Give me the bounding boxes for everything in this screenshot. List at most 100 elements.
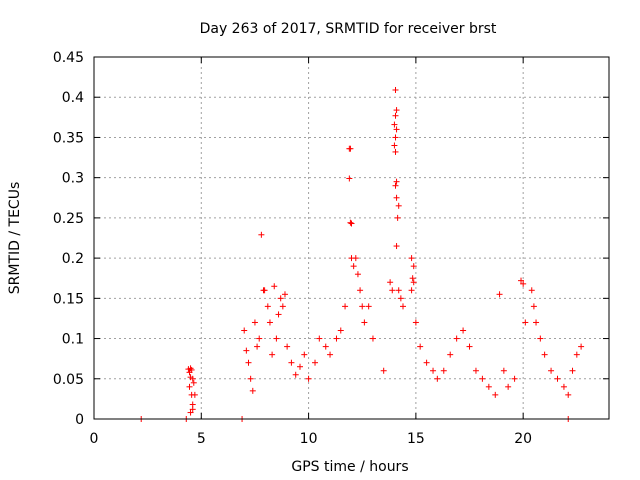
data-point [389,287,396,294]
axis-ticks [93,56,609,420]
data-point [275,311,282,318]
data-point [312,359,319,366]
data-point [277,295,284,302]
data-point [520,280,527,287]
data-point [251,319,258,326]
y-tick-label: 0.4 [62,90,84,106]
y-tick-label: 0.25 [53,211,84,227]
data-point [393,243,400,250]
x-tick-labels: 0 5 10 15 20 [90,431,533,447]
data-point [322,343,329,350]
data-point [565,391,572,398]
data-point [460,327,467,334]
data-point [417,343,424,350]
data-point [391,142,398,149]
data-point [560,383,567,390]
data-point [361,319,368,326]
data-point [279,303,286,310]
chart-title: Day 263 of 2017, SRMTID for receiver brs… [200,21,497,37]
data-point [554,375,561,382]
data-point [187,374,194,381]
data-point [254,343,261,350]
data-point [533,319,540,326]
data-point [347,219,354,226]
y-tick-label: 0.2 [62,251,84,267]
y-tick-label: 0 [75,412,84,428]
data-point [397,295,404,302]
x-tick-label: 15 [407,431,425,447]
x-tick-label: 5 [197,431,206,447]
data-point [187,409,194,416]
data-point [186,383,193,390]
data-point [394,214,401,221]
data-point [245,359,252,366]
data-point [292,371,299,378]
data-point [264,303,271,310]
data-point [573,351,580,358]
data-point [243,347,250,354]
data-point [350,263,357,270]
data-point [247,375,254,382]
data-point [188,391,195,398]
data-point [342,303,349,310]
data-point [357,287,364,294]
data-point [472,367,479,374]
data-point [392,148,399,155]
data-point [392,134,399,141]
data-point [189,406,196,413]
data-point [346,175,353,182]
data-point [578,343,585,350]
data-point [241,327,248,334]
data-point [348,220,355,227]
data-point [408,255,415,262]
data-point [393,126,400,133]
data-point [369,335,376,342]
data-point [359,303,366,310]
data-point [496,291,503,298]
data-point [410,263,417,270]
x-axis-label: GPS time / hours [291,459,408,475]
plot-frame [93,56,610,420]
data-point [305,375,312,382]
data-point [380,367,387,374]
data-point [269,351,276,358]
data-point [190,379,197,386]
data-point [492,391,499,398]
data-point [447,351,454,358]
data-point [316,335,323,342]
y-tick-label: 0.15 [53,291,84,307]
y-tick-label: 0.45 [53,50,84,66]
data-point [434,375,441,382]
data-point [354,271,361,278]
data-point [530,303,537,310]
data-point [281,291,288,298]
data-point [301,351,308,358]
data-point [393,194,400,201]
data-point [569,367,576,374]
data-point [408,287,415,294]
y-tick-label: 0.1 [62,332,84,348]
data-point [511,375,518,382]
data-point [541,351,548,358]
data-point [391,121,398,128]
data-point [479,375,486,382]
y-tick-label: 0.35 [53,130,84,146]
data-point [188,366,195,373]
data-point [537,335,544,342]
data-point [400,303,406,310]
data-point [249,387,256,394]
data-point [412,319,419,326]
grid-lines [94,57,609,419]
data-point [288,359,295,366]
data-point [327,351,334,358]
y-tick-label: 0.05 [53,372,84,388]
data-point [518,277,525,284]
data-point [258,231,265,238]
x-tick-label: 20 [514,431,532,447]
data-point [466,343,473,350]
data-point [256,335,263,342]
data-point [410,279,417,286]
data-point [387,279,394,286]
data-point [395,287,402,294]
